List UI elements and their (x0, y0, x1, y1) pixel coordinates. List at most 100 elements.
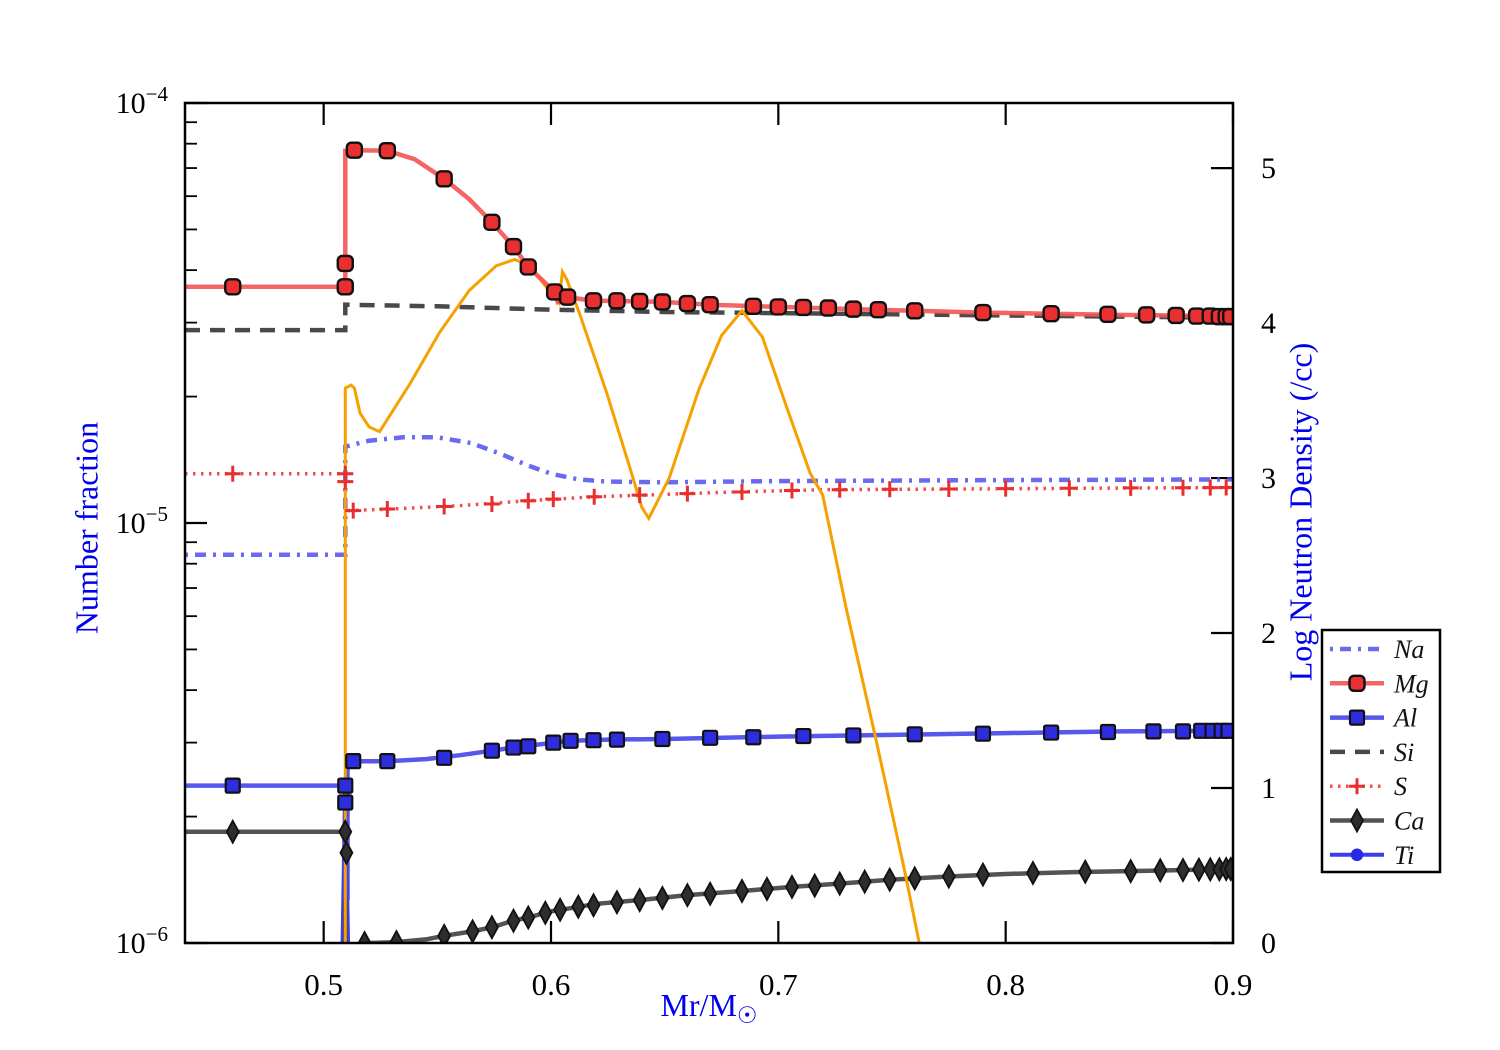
y-right-tick-label: 2 (1261, 617, 1276, 650)
x-tick-label: 0.8 (986, 967, 1025, 1002)
Ca-marker (734, 878, 749, 904)
Mg-marker (224, 278, 242, 296)
Ca-marker (1025, 860, 1040, 886)
series-line-Mg (185, 147, 1233, 319)
Ca-marker (586, 892, 601, 919)
Al-marker (1220, 722, 1233, 739)
Mg-marker (483, 213, 501, 231)
Mg-marker (678, 294, 697, 313)
S-marker (940, 480, 957, 497)
axes-frame (183, 101, 1235, 945)
Al-marker (224, 777, 241, 794)
Mg-marker (844, 300, 863, 318)
Ca-marker (506, 907, 521, 934)
Al-marker (505, 739, 522, 756)
Al-marker (520, 738, 537, 755)
legend-label: Mg (1393, 669, 1429, 698)
Mg-marker (435, 170, 453, 188)
Ca-marker (553, 896, 568, 923)
series-line-S (185, 471, 1233, 513)
S-marker (631, 487, 648, 504)
major-ticks: 0.5 0.6 0.7 0.8 0.9 10−4 10−5 10−6 0 1 2 3 4 5 (116, 82, 1276, 1002)
Mg-marker (608, 292, 626, 310)
Mg-marker (794, 298, 813, 317)
legend-item-Na: Na (1330, 635, 1424, 664)
Ca-marker (907, 865, 922, 892)
Ca-marker (609, 889, 624, 916)
legend-item-S: S (1330, 772, 1407, 801)
Mg-marker (336, 254, 354, 273)
Ca-marker (465, 918, 480, 943)
x-tick-label: 0.7 (759, 967, 798, 1002)
y-right-tick-label: 1 (1261, 772, 1276, 805)
S-marker (379, 500, 396, 517)
Al-marker (1174, 723, 1192, 740)
x-tick-label: 0.5 (304, 967, 343, 1002)
Ca-marker (632, 887, 647, 914)
Mg-marker (653, 293, 672, 311)
Mg-marker (819, 299, 838, 317)
Ca-marker (941, 863, 956, 890)
legend-label: S (1394, 772, 1407, 801)
Mg-marker (584, 292, 603, 310)
y-right-tick-label: 4 (1261, 307, 1276, 340)
series-markers-Ca (225, 818, 1233, 943)
legend-marker-Ti (1350, 848, 1364, 862)
Ca-marker (882, 866, 897, 893)
Al-marker (906, 726, 923, 743)
S-marker (337, 473, 354, 490)
Ca-marker (1223, 856, 1233, 882)
S-marker (1202, 479, 1219, 496)
Ca-marker (484, 914, 499, 941)
legend-marker-Mg (1348, 674, 1366, 692)
S-marker (545, 491, 562, 508)
S-marker (520, 492, 537, 509)
Al-marker (436, 749, 453, 766)
Mg-marker (1042, 305, 1060, 323)
S-marker (1061, 480, 1078, 497)
y-right-tick-label: 5 (1261, 152, 1276, 185)
Mg-marker (906, 302, 924, 320)
Al-marker (562, 732, 579, 749)
Mg-marker (1099, 305, 1117, 323)
Al-marker (654, 730, 671, 748)
S-marker (483, 495, 500, 512)
y-axis-left-title: Number fraction (68, 421, 105, 635)
Ca-marker (759, 876, 774, 902)
Mg-marker (519, 258, 537, 276)
Mg-marker (558, 288, 577, 306)
legend-marker-Al (1348, 709, 1366, 726)
Al-marker (795, 727, 812, 745)
Al-marker (345, 753, 362, 770)
legend-item-Mg: Mg (1330, 669, 1429, 698)
S-marker (733, 484, 750, 501)
y-minor-ticks (185, 121, 197, 818)
S-marker (783, 482, 800, 499)
x-axis-title-main: Mr/M (660, 986, 737, 1023)
Al-marker (337, 794, 354, 811)
legend-label: Ti (1394, 841, 1414, 870)
Ca-marker (339, 839, 354, 866)
Ca-marker (832, 870, 847, 897)
x-tick-label: 0.6 (532, 967, 571, 1002)
legend-marker-S (1349, 778, 1365, 795)
Ca-marker (975, 861, 990, 888)
Al-marker (1099, 723, 1117, 741)
x-axis-title: Mr/M☉ (660, 987, 757, 1029)
y-left-tick-label: 10−5 (116, 502, 168, 540)
legend-item-Ca: Ca (1330, 807, 1424, 836)
Ca-marker (521, 904, 536, 931)
Mg-marker (345, 141, 364, 159)
Ca-marker (571, 893, 586, 920)
Al-marker (379, 753, 396, 770)
Ca-marker (225, 818, 240, 845)
Mg-marker (1167, 306, 1185, 325)
Ca-marker (655, 885, 670, 911)
S-marker (1218, 479, 1233, 496)
Al-marker (545, 734, 562, 751)
Al-marker (483, 742, 500, 759)
series-markers-Al (224, 722, 1233, 811)
Ca-marker (437, 922, 452, 943)
Ca-marker (1175, 857, 1191, 883)
